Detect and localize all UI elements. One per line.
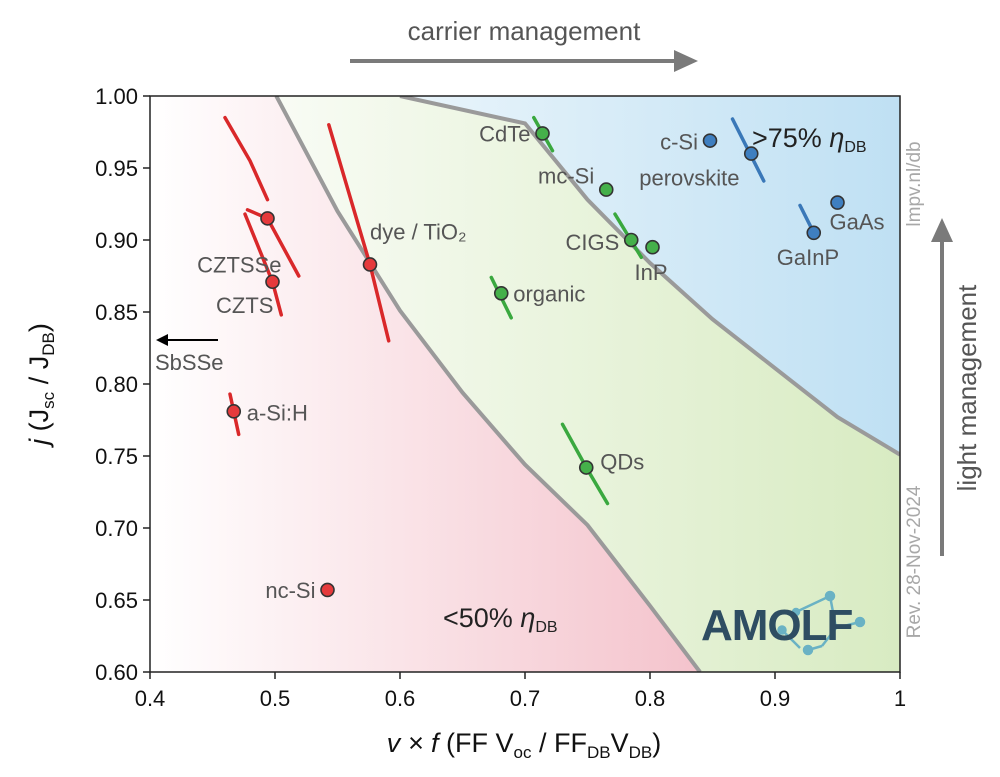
url-text: lmpv.nl/db (904, 141, 925, 226)
y-tick-label: 0.70 (95, 516, 138, 541)
sbsse-annotation: SbSSe (155, 334, 224, 375)
point-cdte (535, 126, 550, 141)
point-perovskite (743, 146, 759, 161)
carrier-management-arrow-head (674, 50, 698, 72)
point-cztsse (260, 211, 275, 226)
x-tick-label: 0.4 (135, 686, 166, 711)
sbsse-label: SbSSe (155, 350, 224, 375)
logo-text: AMOLF (701, 601, 853, 650)
point-a-si-h (226, 404, 242, 419)
point-gainp (806, 225, 822, 241)
point-mc-si (598, 182, 614, 197)
y-tick-label: 0.80 (95, 372, 138, 397)
amolf-logo: AMOLF (701, 590, 866, 656)
region-red (150, 96, 700, 672)
carrier-management-annotation: carrier management (350, 16, 698, 72)
label-mc-si: mc-Si (538, 164, 594, 189)
y-tick-label: 0.60 (95, 660, 138, 685)
label-nc-si: nc-Si (265, 578, 315, 603)
contour-75-percent (399, 96, 900, 457)
label-dye-tio: dye / TiO₂ (370, 219, 467, 244)
point-czts (265, 274, 280, 290)
sbsse-arrow-head (156, 334, 168, 346)
x-tick-label: 0.8 (635, 686, 666, 711)
revision-text: Rev. 28-Nov-2024 (904, 485, 925, 638)
x-tick-label: 0.7 (510, 686, 541, 711)
trend-extra-0 (223, 115, 270, 202)
point-c-si (702, 133, 718, 148)
x-axis: 0.4 0.5 0.6 0.7 0.8 0.9 1 (135, 672, 906, 711)
point-qds (578, 460, 594, 475)
y-axis-title: j (Jsc / JDB) (24, 323, 58, 449)
y-tick-label: 0.90 (95, 228, 138, 253)
y-tick-label: 0.65 (95, 588, 138, 613)
y-tick-label: 1.00 (95, 84, 138, 109)
y-tick-label: 0.85 (95, 300, 138, 325)
region-label-high: >75% ηDB (752, 123, 867, 156)
label-gaas: GaAs (830, 210, 885, 235)
label-inp: InP (635, 260, 668, 285)
label-c-si: c-Si (660, 130, 698, 155)
label-qds: QDs (600, 450, 644, 475)
data-points (226, 126, 845, 598)
label-cdte: CdTe (479, 121, 530, 146)
label-cigs: CIGS (565, 230, 619, 255)
point-organic (493, 285, 509, 301)
x-tick-label: 0.5 (260, 686, 291, 711)
y-axis: 0.60 0.65 0.70 0.75 0.80 0.85 0.90 0.95 1.00 (95, 84, 150, 685)
y-tick-label: 0.75 (95, 444, 138, 469)
x-axis-title: v × f (FF Voc / FFDBVDB) (387, 728, 662, 762)
light-management-annotation: light management (931, 218, 982, 556)
x-tick-label: 1 (894, 686, 906, 711)
carrier-management-label: carrier management (408, 16, 641, 46)
point-inp (645, 239, 660, 255)
x-tick-label: 0.6 (385, 686, 416, 711)
label-cztsse: CZTSSe (197, 252, 281, 277)
light-management-label: light management (952, 284, 982, 491)
label-a-si-h: a-Si:H (247, 400, 308, 425)
label-perovskite: perovskite (639, 166, 739, 191)
label-czts: CZTS (216, 293, 273, 318)
region-label-low: <50% ηDB (443, 603, 558, 636)
point-nc-si (320, 582, 335, 598)
label-organic: organic (513, 281, 585, 306)
light-management-arrow-head (931, 218, 953, 242)
point-gaas (830, 195, 845, 210)
y-tick-label: 0.95 (95, 156, 138, 181)
x-tick-label: 0.9 (760, 686, 791, 711)
contour-50-percent (274, 96, 702, 672)
label-gainp: GaInP (777, 245, 839, 270)
point-dye-tio (362, 257, 378, 272)
point-labels: CdTe mc-Si CIGS InP organic QDs c-Si perovskite… (197, 121, 884, 602)
logo-network-icon (777, 590, 866, 656)
point-cigs (623, 232, 639, 248)
